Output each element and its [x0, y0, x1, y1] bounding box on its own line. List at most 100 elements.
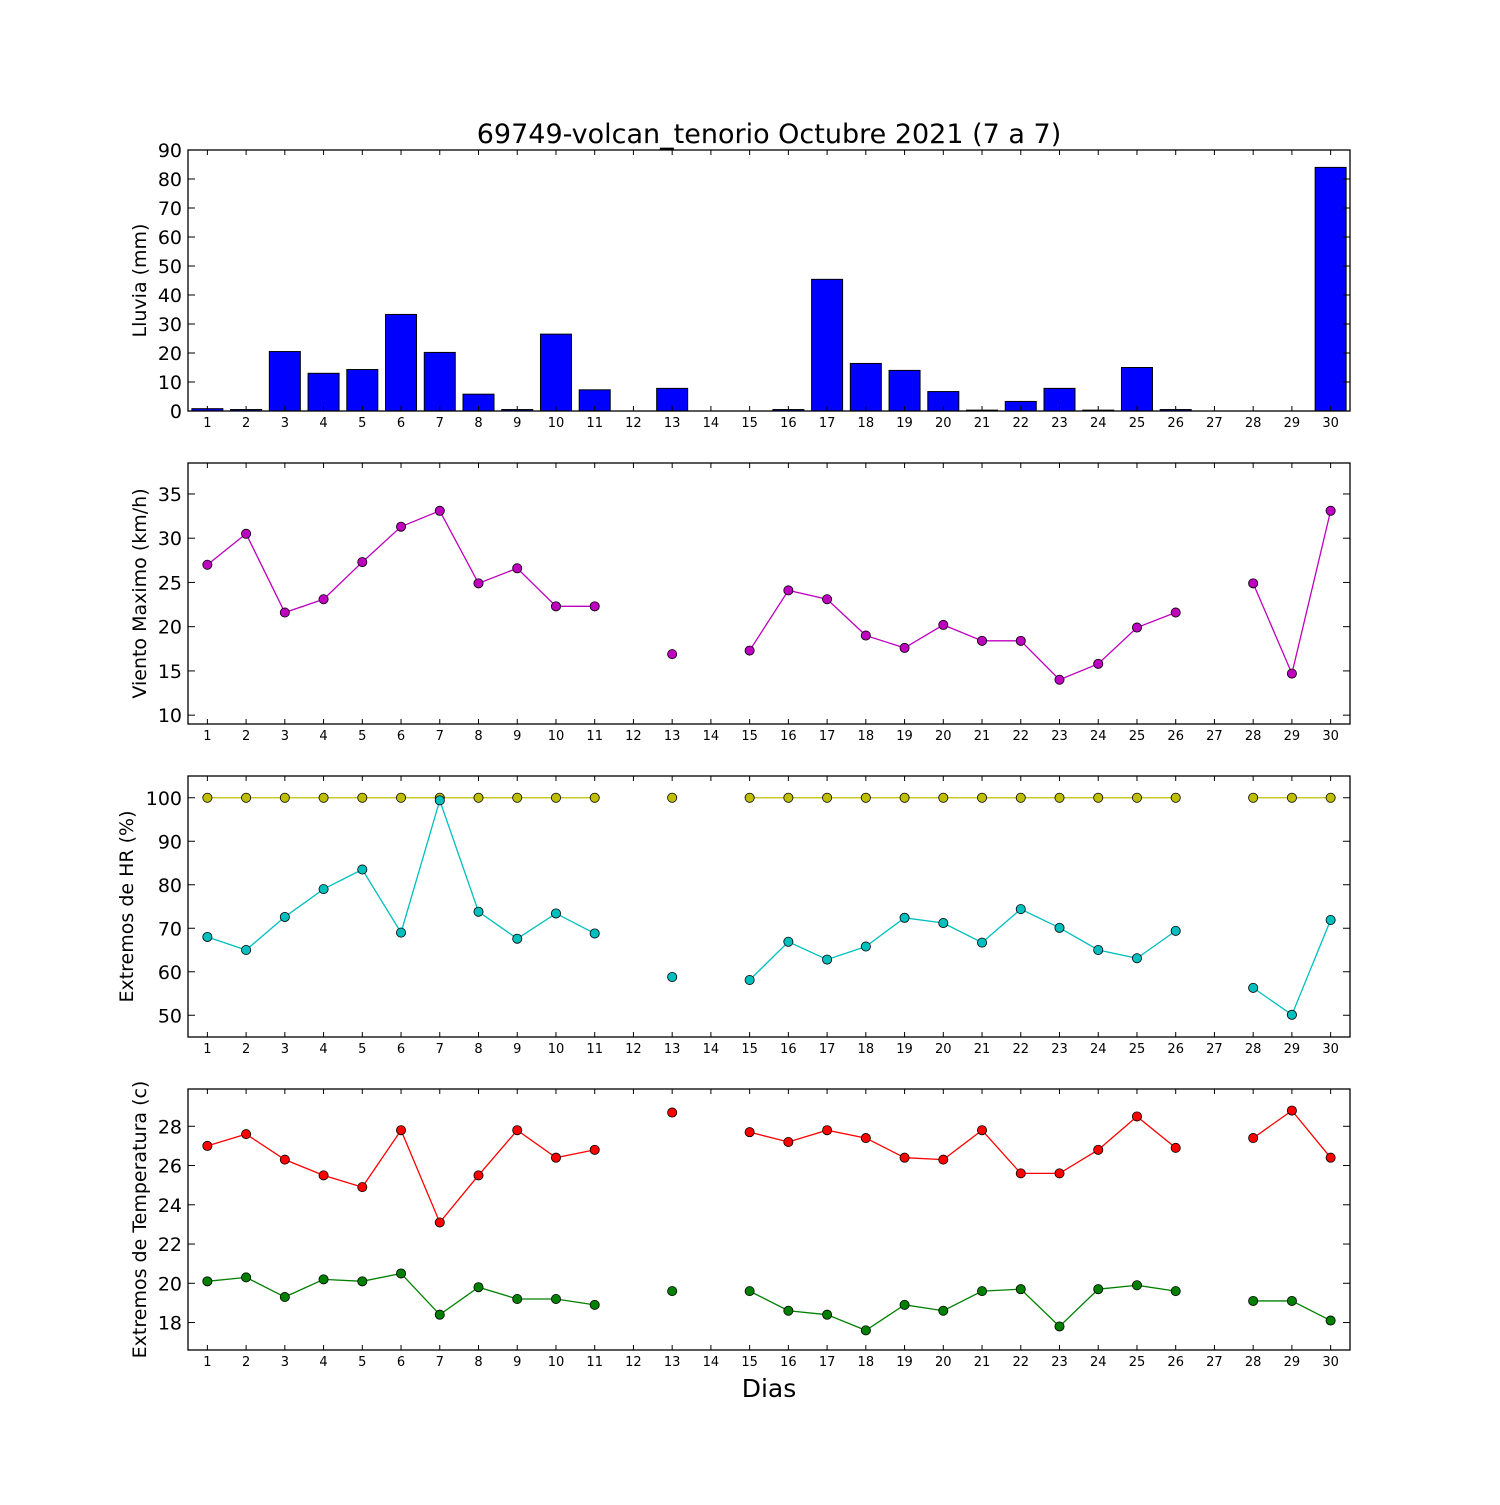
x-tick-label: 13 [664, 416, 681, 431]
series-2-point-day-16 [783, 1305, 794, 1316]
series-2-point-day-15 [744, 1286, 755, 1297]
x-tick-label: 3 [281, 1355, 289, 1370]
x-tick-label: 16 [780, 1042, 797, 1057]
series-1-point-day-4 [318, 1170, 329, 1181]
series-2-point-day-13 [667, 971, 678, 982]
series-2-point-day-17 [822, 1309, 833, 1320]
series-2-point-day-23 [1054, 922, 1065, 933]
series-1-point-day-11 [589, 792, 600, 803]
bar-day-17 [811, 278, 844, 412]
series-1-point-day-13 [667, 1107, 678, 1118]
plot-frame [187, 1088, 1351, 1351]
x-tick-label: 22 [1012, 1042, 1029, 1057]
series-1-point-day-10 [550, 1152, 561, 1163]
x-tick-label: 26 [1167, 1355, 1184, 1370]
x-tick-label: 7 [436, 416, 444, 431]
x-tick-label: 20 [935, 729, 952, 744]
y-tick-label: 20 [158, 343, 182, 365]
series-1-point-day-15 [744, 792, 755, 803]
y-tick-label: 90 [158, 831, 182, 853]
y-axis-label: Extremos de Temperatura (c) [129, 1081, 151, 1359]
x-tick-label: 3 [281, 729, 289, 744]
series-2-point-day-25 [1131, 953, 1142, 964]
series-1-point-day-15 [744, 645, 755, 656]
x-tick-label: 5 [358, 729, 366, 744]
series-1-line-4 [1252, 510, 1332, 676]
series-2-point-day-1 [202, 931, 213, 942]
series-1-point-day-28 [1248, 578, 1259, 589]
x-tick-label: 1 [203, 729, 211, 744]
x-tick-label: 26 [1167, 1042, 1184, 1057]
x-tick-label: 8 [474, 416, 482, 431]
x-tick-label: 26 [1167, 416, 1184, 431]
series-1-point-day-28 [1248, 792, 1259, 803]
x-tick-label: 29 [1284, 416, 1301, 431]
series-1-point-day-25 [1131, 622, 1142, 633]
x-axis-label: Dias [742, 1374, 797, 1403]
series-1-point-day-15 [744, 1127, 755, 1138]
x-tick-label: 18 [858, 416, 875, 431]
series-1-point-day-9 [512, 792, 523, 803]
series-1-point-day-25 [1131, 1111, 1142, 1122]
series-1-point-day-29 [1286, 792, 1297, 803]
x-tick-label: 24 [1090, 416, 1107, 431]
x-tick-label: 1 [203, 1355, 211, 1370]
x-tick-label: 13 [664, 729, 681, 744]
series-2-point-day-1 [202, 1276, 213, 1287]
x-tick-label: 4 [319, 1042, 327, 1057]
x-tick-label: 10 [548, 729, 565, 744]
series-1-point-day-18 [860, 792, 871, 803]
x-tick-label: 6 [397, 416, 405, 431]
series-1-point-day-1 [202, 1140, 213, 1151]
series-1-point-day-19 [899, 792, 910, 803]
bar-day-5 [346, 369, 379, 412]
series-1-point-day-4 [318, 792, 329, 803]
y-tick-label: 35 [158, 484, 182, 506]
series-1-point-day-3 [279, 607, 290, 618]
x-tick-label: 18 [858, 729, 875, 744]
x-tick-label: 18 [858, 1355, 875, 1370]
y-tick-label: 25 [158, 572, 182, 594]
x-tick-label: 12 [625, 416, 642, 431]
series-2-line-1 [207, 798, 595, 951]
series-1-point-day-30 [1325, 1152, 1336, 1163]
series-1-point-day-30 [1325, 792, 1336, 803]
series-1-line-3 [749, 1115, 1177, 1175]
series-1-point-day-16 [783, 792, 794, 803]
series-1-point-day-5 [357, 557, 368, 568]
x-tick-label: 10 [548, 1355, 565, 1370]
x-tick-label: 19 [896, 1355, 913, 1370]
x-tick-label: 14 [703, 729, 720, 744]
series-1-line-4 [1252, 1109, 1332, 1159]
x-tick-label: 20 [935, 416, 952, 431]
y-axis-label: Lluvia (mm) [129, 224, 151, 338]
x-tick-label: 28 [1245, 1042, 1262, 1057]
y-tick-label: 18 [158, 1313, 182, 1335]
series-1-point-day-9 [512, 1125, 523, 1136]
series-1-point-day-9 [512, 563, 523, 574]
x-tick-label: 15 [741, 416, 758, 431]
x-tick-label: 27 [1206, 1042, 1223, 1057]
x-tick-label: 8 [474, 729, 482, 744]
y-tick-label: 30 [158, 528, 182, 550]
y-tick-label: 20 [158, 1273, 182, 1295]
series-2-point-day-17 [822, 954, 833, 965]
series-2-point-day-4 [318, 884, 329, 895]
x-tick-label: 7 [436, 729, 444, 744]
series-1-point-day-21 [977, 1125, 988, 1136]
series-1-point-day-30 [1325, 505, 1336, 516]
series-2-point-day-5 [357, 1276, 368, 1287]
series-1-point-day-28 [1248, 1133, 1259, 1144]
series-2-point-day-11 [589, 1299, 600, 1310]
x-tick-label: 4 [319, 416, 327, 431]
x-tick-label: 16 [780, 729, 797, 744]
x-tick-label: 21 [974, 1355, 991, 1370]
x-tick-label: 2 [242, 1042, 250, 1057]
series-1-point-day-3 [279, 792, 290, 803]
series-2-point-day-26 [1170, 1286, 1181, 1297]
x-tick-label: 14 [703, 1355, 720, 1370]
x-tick-label: 25 [1129, 1042, 1146, 1057]
